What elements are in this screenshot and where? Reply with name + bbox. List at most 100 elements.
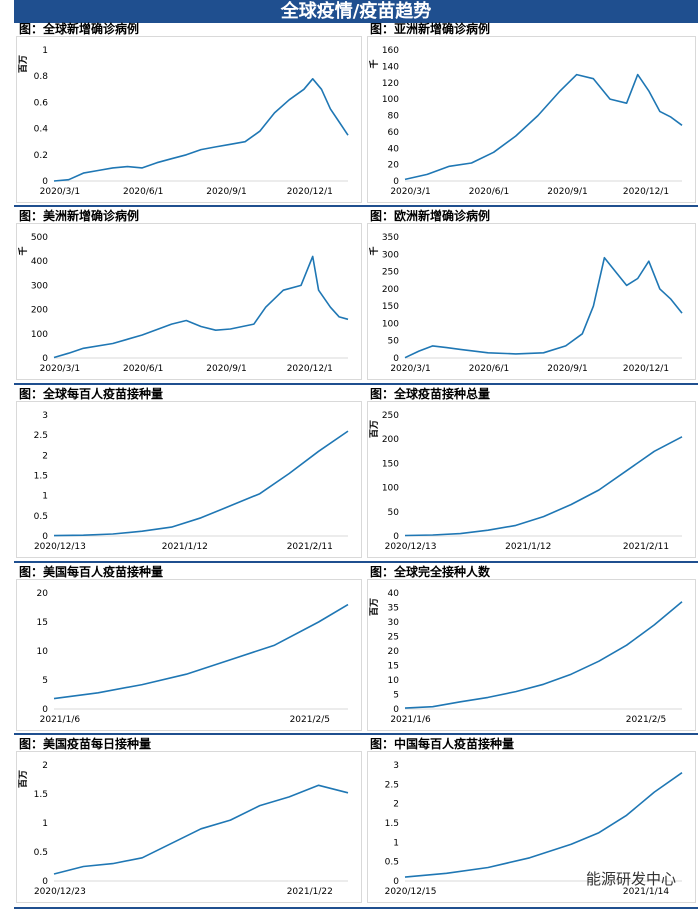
- y-tick-label: 250: [382, 268, 399, 278]
- y-tick-label: 2.5: [34, 431, 48, 441]
- y-tick-label: 15: [37, 618, 48, 628]
- chart-svg: 0 0.2 0.4 0.6 0.8 1 2020/3/1 2020/6/1 2020/9/1 20…: [18, 46, 349, 197]
- y-tick-label: 200: [382, 285, 399, 295]
- y-tick-label: 1: [42, 819, 48, 829]
- y-tick-label: 0.4: [34, 125, 49, 135]
- y-tick-label: 2: [393, 800, 399, 810]
- series-line: [404, 256, 683, 359]
- y-tick-label: 0: [393, 877, 399, 887]
- y-tick-label: 140: [382, 62, 399, 72]
- chart-svg: 0 0.5 1 1.5 2 2.5 3 2020/12/15 2021/1/14: [385, 761, 683, 897]
- y-tick-label: 0: [393, 532, 399, 542]
- series-line: [53, 784, 349, 875]
- chart-svg: 0 50 100 150 200 250 300 350 2020/3/1 2020/6/1 202…: [368, 233, 683, 374]
- y-axis-label: 百万: [18, 770, 29, 788]
- chart-panel-c9: 图：美国疫苗每日接种量 0 0.5 1 1.5 2 2020/12/23 2021/1/22 百…: [14, 735, 364, 905]
- chart-title: 图：全球疫苗接种总量: [370, 387, 491, 401]
- x-tick-label: 2020/6/1: [469, 364, 509, 374]
- chart-panel-c7: 图：美国每百人疫苗接种量 0 5 10 15 20 2021/1/6 2021/2/5: [14, 563, 364, 733]
- y-tick-label: 1: [42, 46, 48, 56]
- x-tick-label: 2021/2/5: [626, 715, 666, 725]
- x-tick-label: 2020/3/1: [390, 364, 430, 374]
- x-tick-label: 2021/2/11: [287, 542, 333, 552]
- y-tick-label: 1: [393, 838, 399, 848]
- y-tick-label: 20: [388, 161, 400, 171]
- series-line: [404, 772, 683, 878]
- x-tick-label: 2020/3/1: [40, 187, 80, 197]
- y-tick-label: 100: [382, 95, 399, 105]
- x-tick-label: 2021/1/22: [287, 887, 333, 897]
- chart-panel-c10: 图：中国每百人疫苗接种量 0 0.5 1 1.5 2 2.5 3 2020/12/15 2021/…: [365, 735, 698, 905]
- y-tick-label: 40: [388, 589, 400, 599]
- y-axis-label: 千: [368, 246, 380, 255]
- y-tick-label: 0.2: [34, 151, 48, 161]
- x-tick-label: 2020/3/1: [390, 187, 430, 197]
- y-tick-label: 60: [388, 128, 400, 138]
- y-tick-label: 150: [382, 459, 399, 469]
- chart-svg: 0 50 100 150 200 250 2020/12/13 2021/1/12 2021/2…: [369, 411, 683, 552]
- x-tick-label: 2021/1/14: [623, 887, 669, 897]
- chart-svg: 0 5 10 15 20 25 30 35 40 2021/1/6 2021/2/5 百万: [369, 589, 683, 725]
- y-axis-label: 百万: [18, 55, 29, 73]
- chart-svg: 0 100 200 300 400 500 2020/3/1 2020/6/1 2020/9/1…: [17, 233, 349, 374]
- series-line: [404, 601, 683, 709]
- series-line: [53, 255, 349, 359]
- x-tick-label: 2020/12/13: [34, 542, 86, 552]
- y-tick-label: 20: [37, 589, 49, 599]
- page-banner-title: 全球疫情/疫苗趋势: [14, 0, 698, 23]
- y-tick-label: 500: [31, 233, 48, 243]
- chart-title: 图：美国每百人疫苗接种量: [19, 565, 164, 579]
- y-tick-label: 40: [388, 144, 400, 154]
- chart-panel-c4: 图：欧洲新增确诊病例 0 50 100 150 200 250 300 350 2020/3/1 2…: [365, 207, 698, 382]
- y-tick-label: 30: [388, 618, 400, 628]
- y-tick-label: 5: [42, 676, 48, 686]
- y-tick-label: 0.5: [34, 512, 48, 522]
- y-tick-label: 1.5: [385, 819, 399, 829]
- y-tick-label: 200: [31, 306, 48, 316]
- y-tick-label: 25: [388, 633, 399, 643]
- chart-title: 图：欧洲新增确诊病例: [370, 209, 491, 223]
- y-tick-label: 300: [382, 250, 399, 260]
- chart-plot-box: [16, 751, 362, 903]
- x-tick-label: 2020/12/13: [385, 542, 437, 552]
- y-tick-label: 200: [382, 435, 399, 445]
- series-line: [53, 603, 349, 700]
- watermark: 能源研发中心: [585, 870, 676, 888]
- y-tick-label: 2.5: [385, 780, 399, 790]
- x-tick-label: 2021/1/6: [40, 715, 81, 725]
- series-line: [404, 436, 683, 537]
- y-axis-label: 百万: [369, 598, 380, 616]
- y-tick-label: 3: [42, 411, 48, 421]
- y-tick-label: 350: [382, 233, 399, 243]
- row-separator: [14, 733, 698, 735]
- y-tick-label: 50: [388, 337, 400, 347]
- y-tick-label: 3: [393, 761, 399, 771]
- chart-svg: 0 20 40 60 80 100 120 140 160 2020/3/1 2020/6/1 202…: [368, 46, 683, 197]
- x-tick-label: 2020/6/1: [123, 187, 163, 197]
- row-separator: [14, 561, 698, 563]
- chart-title: 图：美洲新增确诊病例: [19, 209, 140, 223]
- y-tick-label: 150: [382, 302, 399, 312]
- chart-panel-c5: 图：全球每百人疫苗接种量 0 0.5 1 1.5 2 2.5 3 2020/12/13 2021/…: [14, 385, 364, 560]
- x-tick-label: 2020/12/1: [287, 364, 333, 374]
- chart-title: 图：全球新增确诊病例: [19, 22, 140, 36]
- y-tick-label: 0: [42, 177, 48, 187]
- series-line: [404, 73, 683, 181]
- y-tick-label: 120: [382, 79, 399, 89]
- chart-plot-box: [367, 579, 696, 731]
- y-tick-label: 0: [393, 177, 399, 187]
- chart-panel-c2: 图：亚洲新增确诊病例 0 20 40 60 80 100 120 140 160 2020/3/1 2…: [365, 20, 698, 205]
- chart-title: 图：中国每百人疫苗接种量: [370, 737, 515, 751]
- y-tick-label: 160: [382, 46, 399, 56]
- y-tick-label: 0.8: [34, 72, 49, 82]
- x-tick-label: 2020/9/1: [206, 364, 246, 374]
- y-tick-label: 0.5: [385, 858, 399, 868]
- y-tick-label: 2: [42, 451, 48, 461]
- chart-title: 图：美国疫苗每日接种量: [19, 737, 152, 751]
- x-tick-label: 2020/12/15: [385, 887, 437, 897]
- x-tick-label: 2020/3/1: [40, 364, 80, 374]
- chart-plot-box: [16, 36, 362, 203]
- chart-title: 图：亚洲新增确诊病例: [370, 22, 491, 36]
- y-axis-label: 千: [17, 246, 29, 255]
- y-axis-label: 千: [368, 59, 380, 68]
